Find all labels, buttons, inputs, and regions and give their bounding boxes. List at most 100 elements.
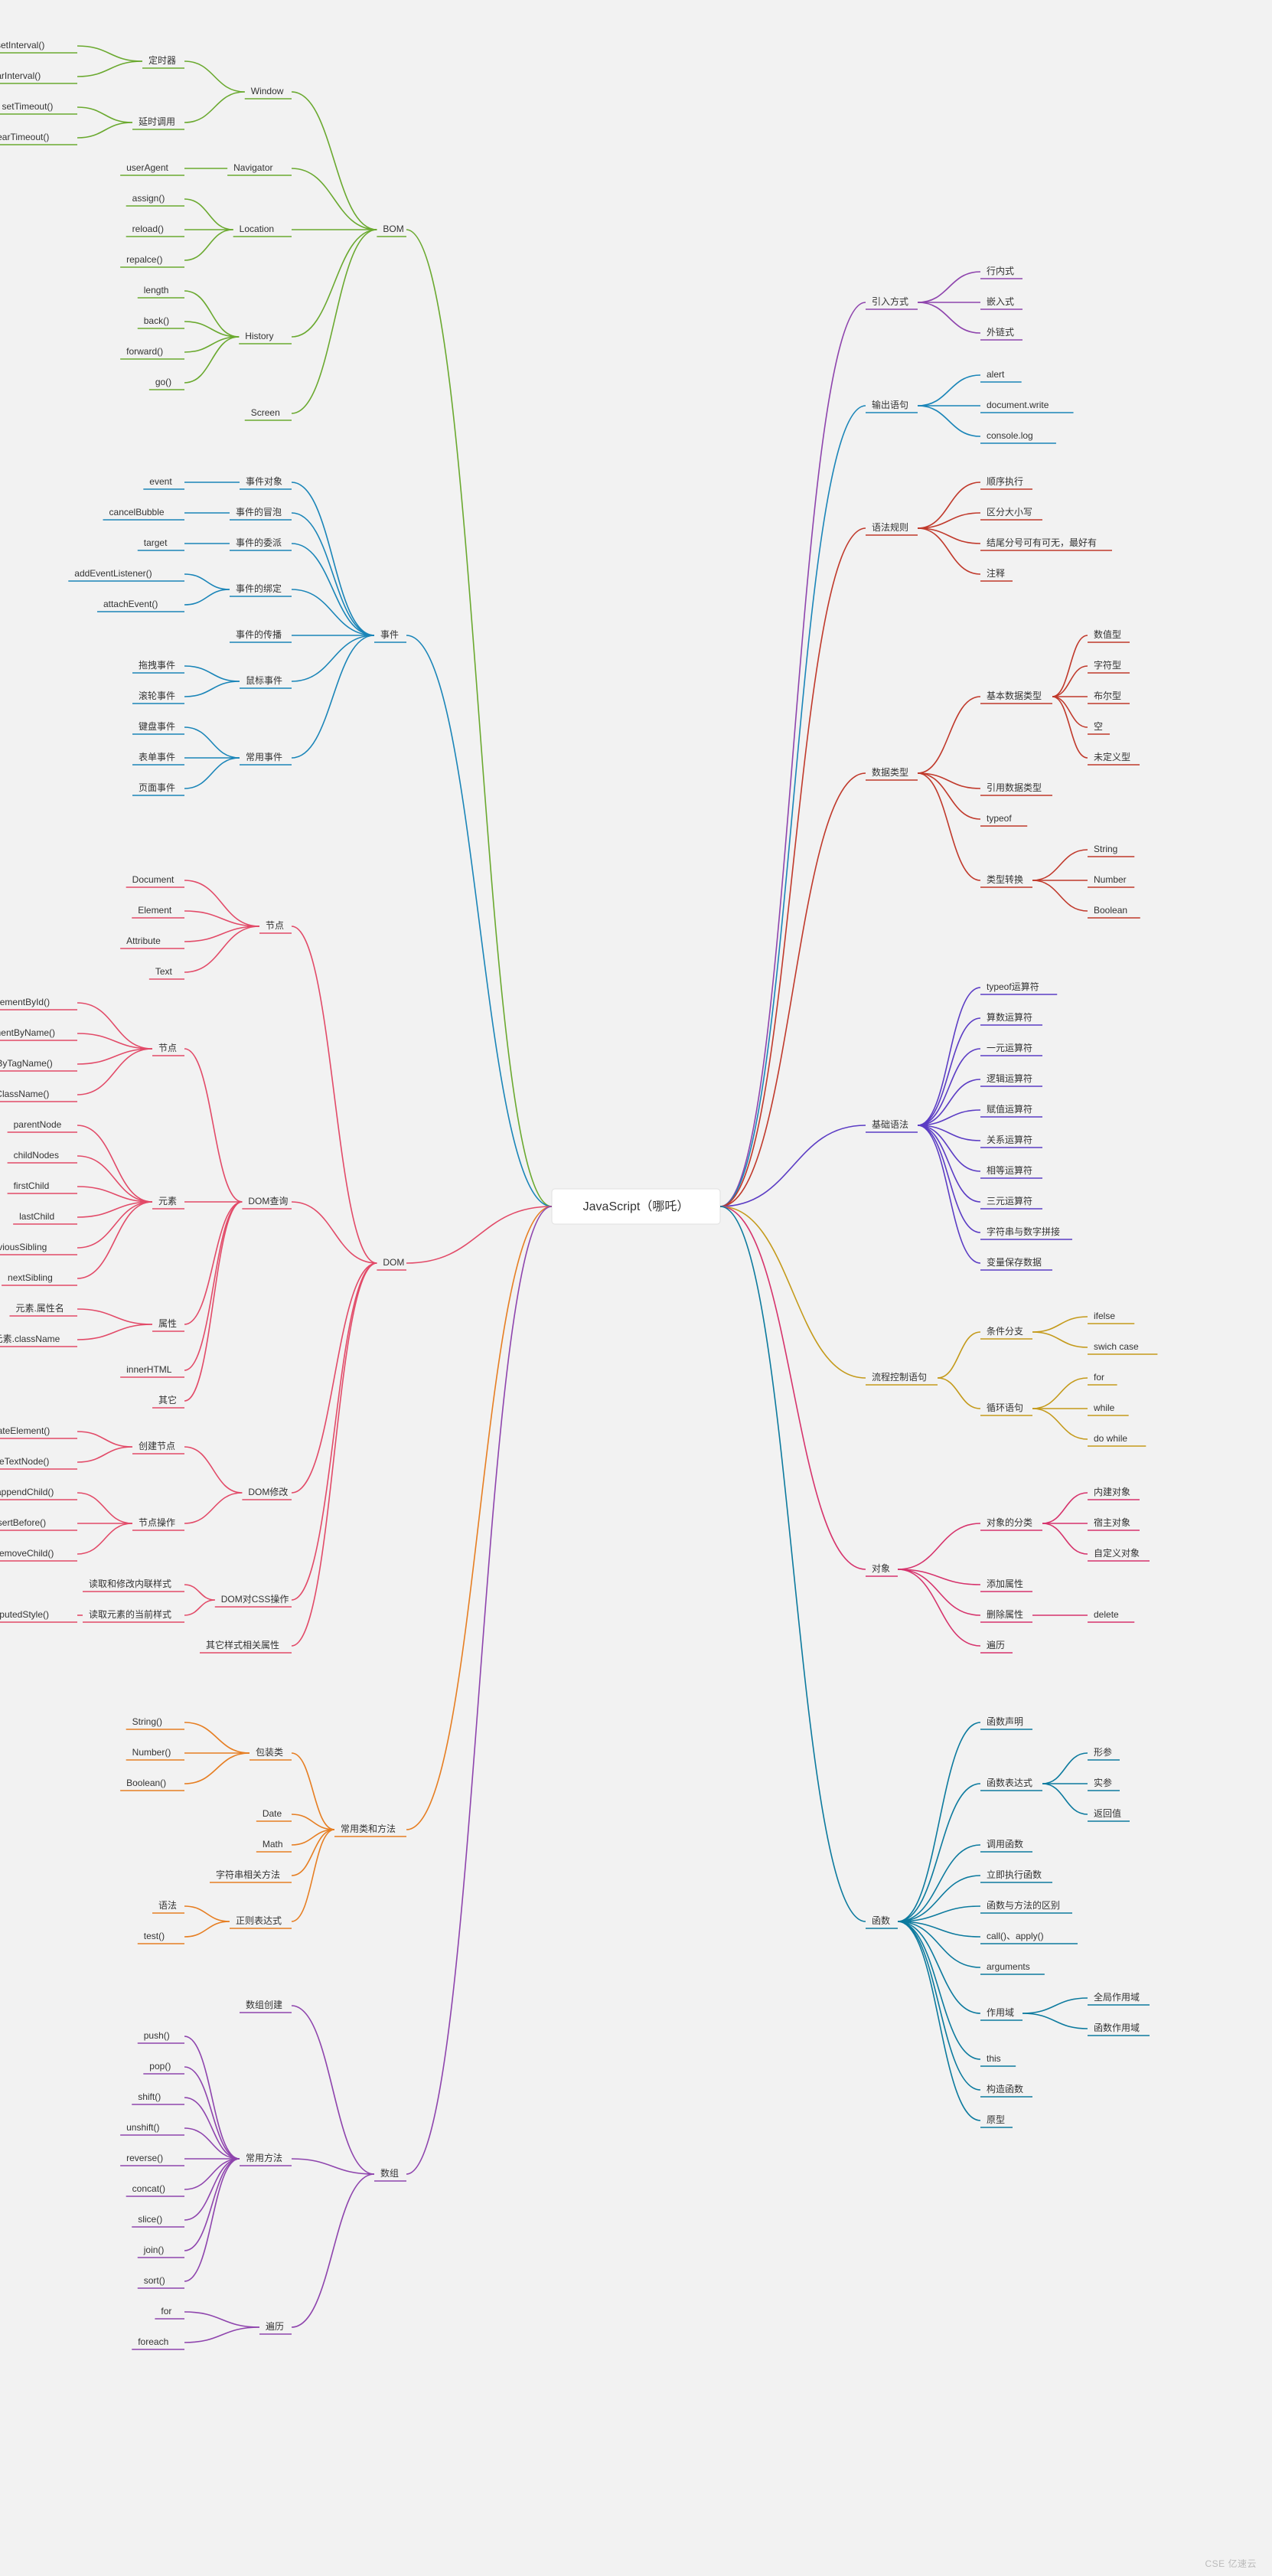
connector [720, 302, 866, 1206]
node-label: 构造函数 [987, 2083, 1023, 2094]
node-label: 字符串相关方法 [216, 1869, 280, 1880]
node-label: 未定义型 [1094, 751, 1130, 762]
connector [77, 1049, 152, 1095]
node-label: 基本数据类型 [987, 690, 1042, 701]
connector [898, 1523, 980, 1569]
node-label: reload() [132, 224, 164, 234]
node-label: repalce() [126, 254, 162, 265]
node-label: clearTimeout() [0, 132, 49, 142]
connector [292, 2174, 374, 2327]
node-label: 数据类型 [872, 766, 908, 778]
connector [720, 528, 866, 1206]
node-label: 循环语句 [987, 1402, 1023, 1413]
connector [292, 230, 377, 413]
node-label: 基础语法 [872, 1119, 908, 1130]
node-label: 内建对象 [1094, 1487, 1130, 1497]
node-label: 逻辑运算符 [987, 1073, 1032, 1084]
node-label: 节点 [266, 920, 284, 931]
connector [77, 122, 132, 138]
node-label: 其它 [158, 1394, 177, 1406]
connector [918, 697, 980, 773]
connector [184, 337, 239, 352]
node-label: Element [138, 905, 172, 916]
connector [918, 272, 980, 302]
connector [184, 1585, 215, 1600]
node-label: 宿主对象 [1094, 1517, 1130, 1528]
connector [292, 635, 374, 758]
watermark: CSE 亿速云 [1205, 2557, 1257, 2570]
node-label: String [1094, 844, 1117, 854]
node-label: while [1093, 1402, 1115, 1413]
node-label: 算数运算符 [987, 1011, 1032, 1023]
connector [77, 1324, 152, 1340]
node-label: swich case [1094, 1341, 1139, 1352]
node-label: 数值型 [1094, 628, 1121, 640]
node-label: 三元运算符 [987, 1195, 1032, 1206]
connector [77, 1033, 152, 1049]
node-label: 事件对象 [246, 476, 282, 487]
node-label: 数组 [380, 2167, 399, 2179]
node-label: 引用数据类型 [987, 782, 1042, 793]
node-label: unshift() [126, 2122, 159, 2133]
node-label: getElementByTagName() [0, 1058, 53, 1069]
node-label: 结尾分号可有可无，最好有 [987, 537, 1097, 548]
node-label: console.log [987, 430, 1033, 441]
node-label: cancelBubble [109, 507, 165, 517]
connector [1052, 697, 1088, 727]
node-label: setInterval() [0, 40, 44, 51]
connector [1042, 1753, 1088, 1784]
node-label: Location [240, 224, 274, 234]
node-label: BOM [383, 224, 403, 234]
connector [898, 1784, 980, 1921]
connector [720, 406, 866, 1206]
node-label: setTimeout() [2, 101, 54, 112]
node-label: 函数与方法的区别 [987, 1899, 1060, 1911]
connector [184, 2159, 240, 2281]
connector [1032, 1332, 1088, 1347]
connector [898, 1569, 980, 1646]
node-label: 正则表达式 [236, 1915, 282, 1926]
node-label: 拖拽事件 [139, 660, 175, 671]
connector [77, 1523, 132, 1554]
node-label: Boolean [1094, 905, 1127, 916]
node-label: getElementByName() [0, 1027, 55, 1038]
node-label: assign() [132, 193, 165, 204]
node-label: Number [1094, 874, 1127, 885]
connector [918, 1049, 980, 1125]
node-label: do while [1094, 1433, 1127, 1444]
connector [184, 666, 240, 681]
node-label: addEventListener() [74, 568, 152, 579]
connector [184, 574, 230, 589]
node-label: 条件分支 [987, 1326, 1023, 1337]
connector [77, 1049, 152, 1064]
connector [184, 1049, 242, 1202]
connector [406, 1206, 552, 2174]
node-label: foreach [138, 2336, 168, 2347]
node-label: childNodes [14, 1150, 59, 1161]
node-label: Math [263, 1839, 283, 1850]
node-label: previousSibling [0, 1242, 47, 1252]
connector [292, 635, 374, 681]
node-label: 滚轮事件 [139, 690, 175, 701]
connector [184, 92, 245, 122]
node-label: createElement() [0, 1425, 50, 1436]
connector [1042, 1523, 1088, 1554]
connector [1032, 1409, 1088, 1439]
connector [77, 1125, 152, 1202]
node-label: 字符型 [1094, 659, 1121, 671]
connector [1052, 697, 1088, 758]
node-label: 函数 [872, 1915, 890, 1926]
connector [918, 1125, 980, 1263]
node-label: 事件的传播 [236, 628, 282, 640]
node-label: 变量保存数据 [987, 1256, 1042, 1268]
node-label: insertBefore() [0, 1517, 46, 1528]
connector [77, 46, 142, 61]
connector [77, 1202, 152, 1278]
connector [938, 1332, 980, 1378]
node-label: arguments [987, 1961, 1030, 1972]
node-label: 原型 [987, 2114, 1005, 2125]
connector [406, 230, 552, 1206]
node-label: 语法 [158, 1900, 177, 1911]
node-label: alert [987, 369, 1005, 380]
node-label: 元素.className [0, 1334, 60, 1344]
